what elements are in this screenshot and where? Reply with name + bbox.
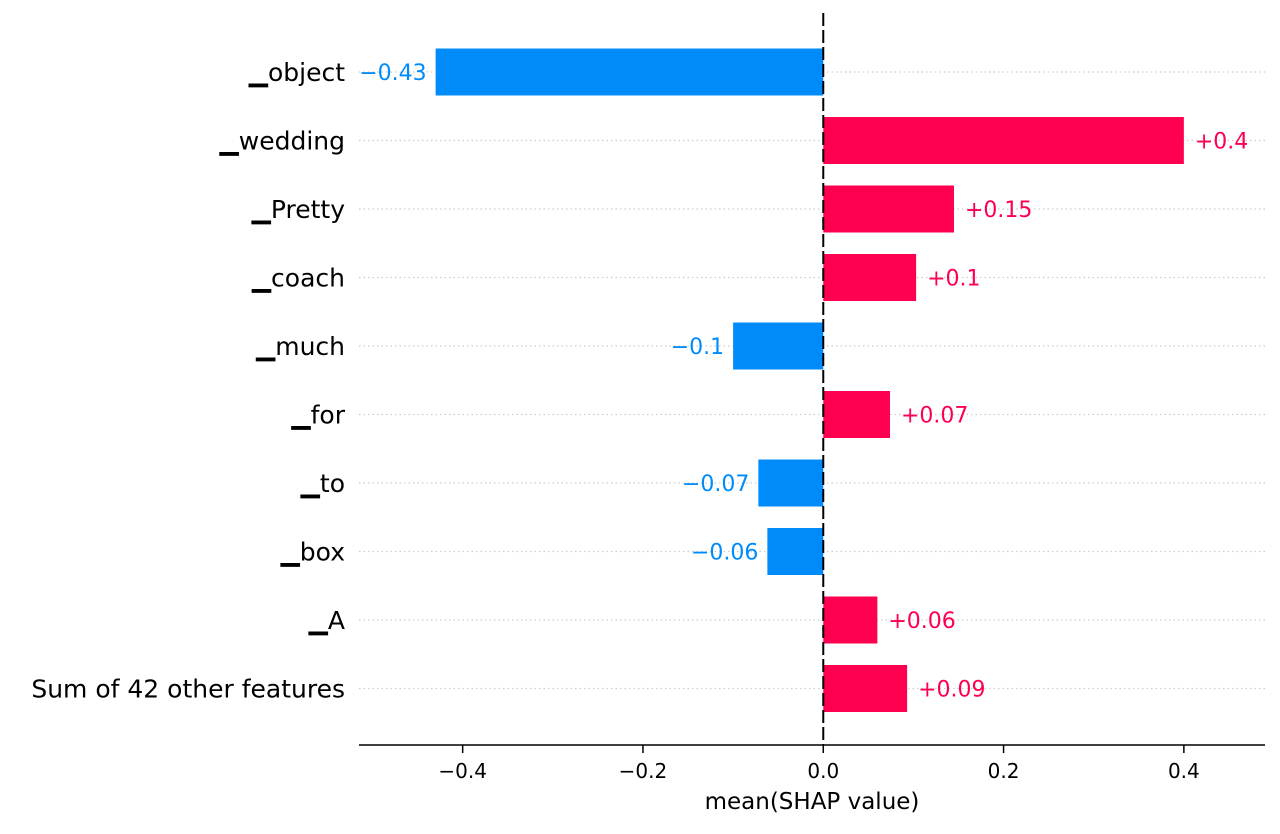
label-layer: −0.43 ▁object +0.4 ▁wedding +0.15 ▁Pretty +0.1… <box>31 58 1248 704</box>
bar-value-label: −0.07 <box>682 472 749 497</box>
negative-bar <box>435 48 824 96</box>
positive-bar <box>823 596 878 644</box>
category-label: ▁much <box>255 332 345 362</box>
category-label: ▁for <box>290 401 345 431</box>
category-label: ▁box <box>280 538 345 568</box>
bar-value-label: +0.4 <box>1195 130 1248 155</box>
bar-value-label: +0.15 <box>965 198 1032 223</box>
positive-bar <box>823 391 890 438</box>
bar-value-label: −0.43 <box>359 61 426 86</box>
x-tick-label: −0.4 <box>438 759 487 783</box>
category-label: Sum of 42 other features <box>31 675 345 704</box>
negative-bar <box>767 528 824 575</box>
negative-bar <box>733 322 824 370</box>
bar-layer <box>435 48 1184 712</box>
x-tick-label: 0.0 <box>807 759 839 783</box>
bar-value-label: +0.06 <box>888 609 955 634</box>
x-axis: −0.4 −0.2 0.0 0.2 0.4 <box>359 744 1265 783</box>
x-axis-title: mean(SHAP value) <box>705 789 920 815</box>
bar-value-label: −0.06 <box>691 541 758 566</box>
category-label: ▁A <box>308 606 345 636</box>
bar-value-label: −0.1 <box>671 335 724 360</box>
positive-bar <box>823 117 1184 164</box>
bar-value-label: +0.07 <box>901 404 968 429</box>
positive-bar <box>823 665 908 712</box>
category-label: ▁coach <box>251 264 345 294</box>
bar-value-label: +0.1 <box>927 267 980 292</box>
x-tick-label: −0.2 <box>619 759 668 783</box>
x-tick-label: 0.2 <box>988 759 1020 783</box>
category-label: ▁Pretty <box>251 195 346 225</box>
negative-bar <box>758 459 824 507</box>
category-label: ▁to <box>300 469 345 499</box>
bar-value-label: +0.09 <box>918 678 985 703</box>
category-label: ▁object <box>248 58 345 88</box>
positive-bar <box>823 185 954 233</box>
x-tick-label: 0.4 <box>1168 759 1200 783</box>
category-label: ▁wedding <box>219 127 345 157</box>
positive-bar <box>823 254 917 301</box>
grid-layer <box>359 71 1265 690</box>
